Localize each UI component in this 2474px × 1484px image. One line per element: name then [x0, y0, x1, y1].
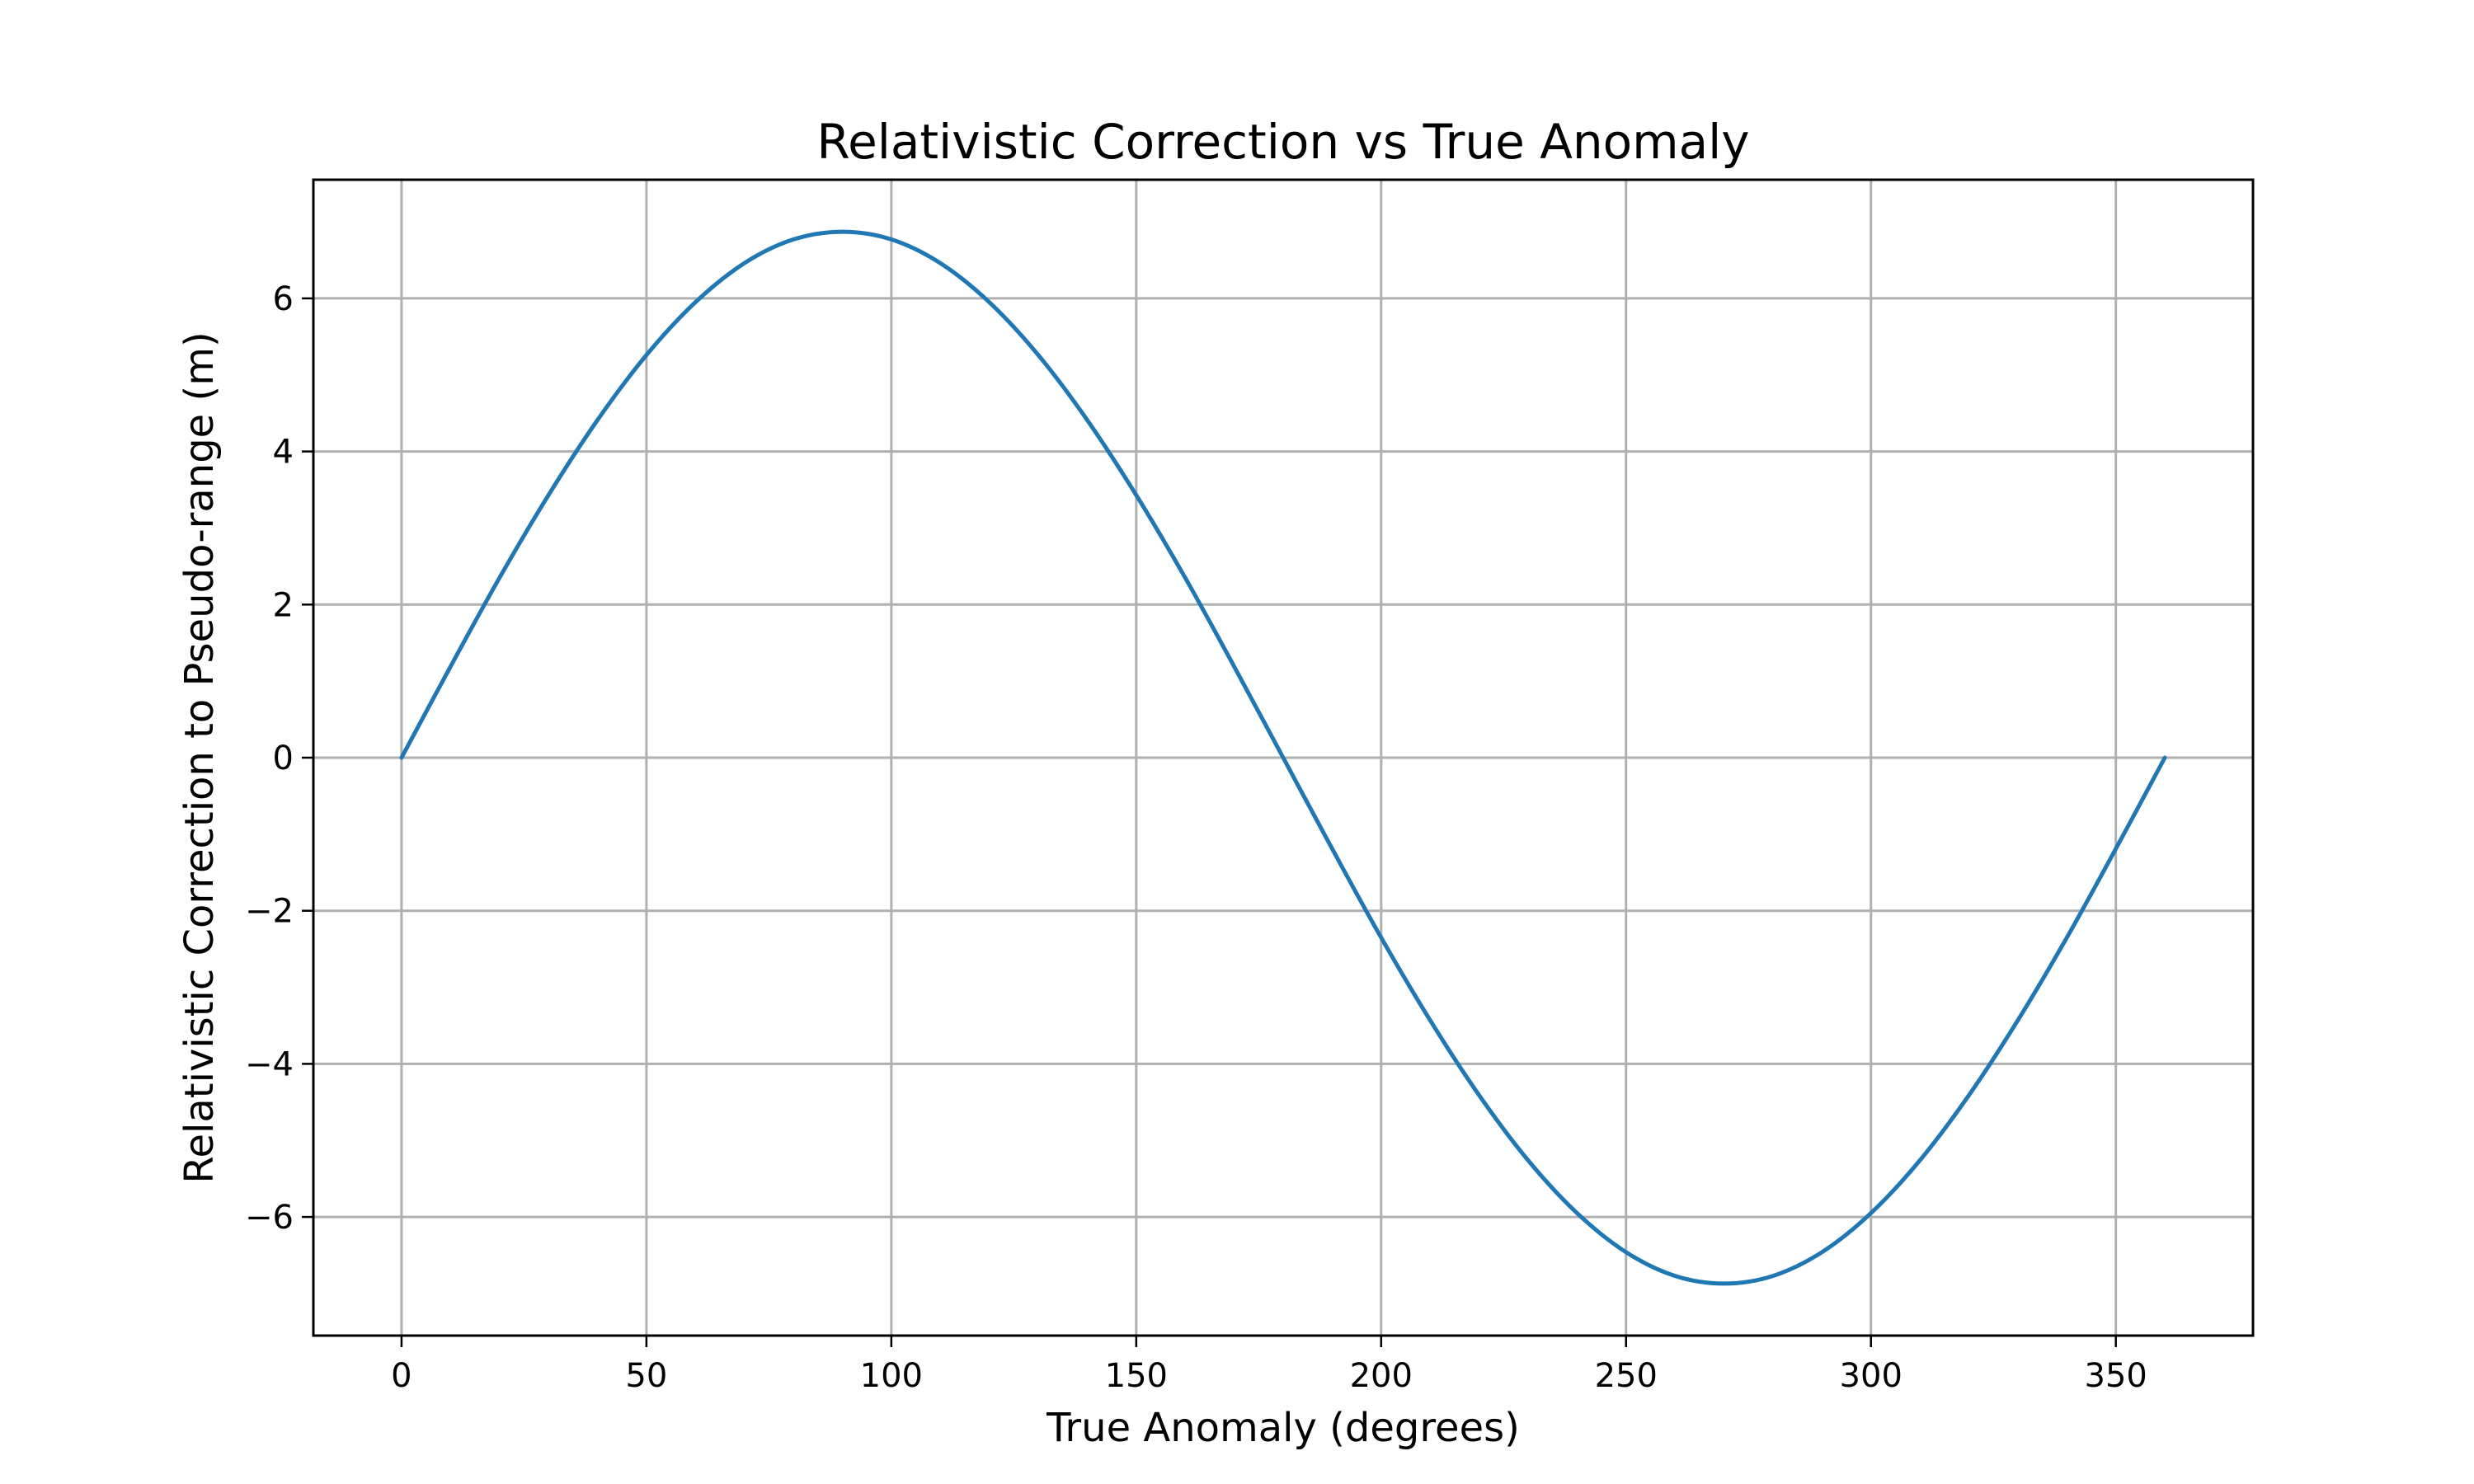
- x-tick-label: 200: [1350, 1357, 1413, 1395]
- x-tick-label: 0: [391, 1357, 412, 1395]
- x-tick-label: 250: [1595, 1357, 1658, 1395]
- y-tick-label: 0: [273, 740, 294, 777]
- x-tick-label: 350: [2085, 1357, 2147, 1395]
- y-tick-label: −4: [245, 1045, 294, 1083]
- y-tick-label: 6: [273, 280, 294, 318]
- x-tick-label: 300: [1840, 1357, 1903, 1395]
- x-tick-label: 100: [860, 1357, 923, 1395]
- x-axis-label: True Anomaly (degrees): [1046, 1405, 1520, 1451]
- grid: [313, 180, 2253, 1336]
- series-line-0: [399, 229, 2167, 1286]
- series-layer: [399, 229, 2167, 1286]
- x-tick-label: 50: [625, 1357, 667, 1395]
- y-tick-label: −2: [245, 893, 294, 931]
- y-tick-label: 4: [273, 434, 294, 472]
- ticks: 0 50 100 150 200 250 300 350 −6 −4 −2 0 2 4 6: [245, 280, 2147, 1395]
- y-tick-label: 2: [273, 586, 294, 624]
- y-tick-label: −6: [245, 1199, 294, 1237]
- y-axis-label: Relativistic Correction to Pseudo-range …: [176, 331, 223, 1183]
- x-tick-label: 150: [1105, 1357, 1168, 1395]
- chart-title: Relativistic Correction vs True Anomaly: [816, 114, 1749, 170]
